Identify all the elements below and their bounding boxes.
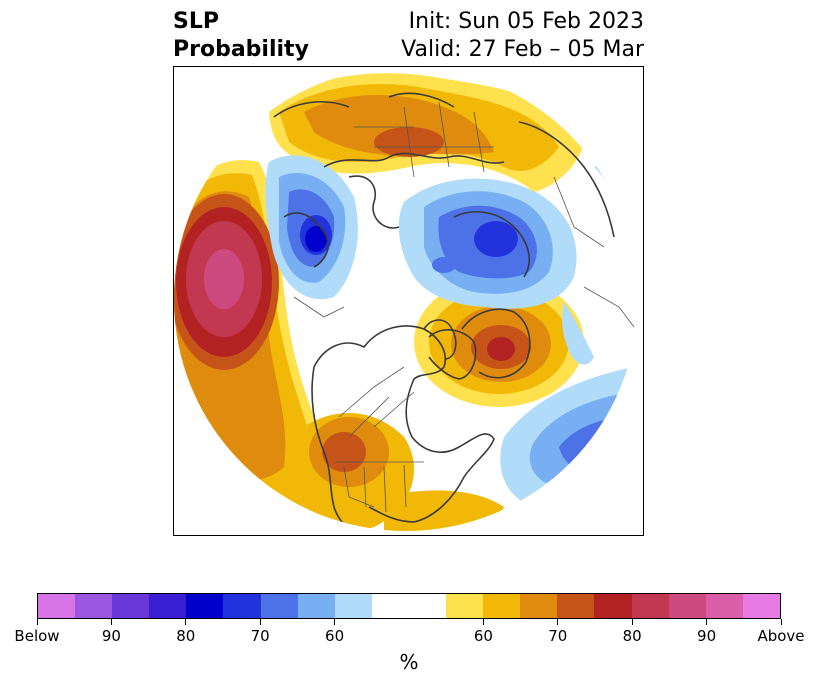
colorbar-swatch	[223, 594, 261, 618]
colorbar-tick-label: 80	[622, 627, 642, 645]
country-borders	[293, 101, 635, 513]
colorbar-tick	[780, 619, 782, 625]
colorbar-swatch	[408, 594, 447, 618]
title-line-2: Probability	[173, 37, 309, 62]
valid-date-range: Valid: 27 Feb – 05 Mar	[401, 37, 644, 62]
forecast-dates: Init: Sun 05 Feb 2023 Valid: 27 Feb – 05…	[401, 8, 644, 64]
colorbar	[37, 593, 781, 619]
colorbar-swatch	[520, 594, 558, 618]
colorbar-tick-label: 90	[101, 627, 121, 645]
colorbar-swatch	[594, 594, 632, 618]
colorbar-tick-label: Below	[14, 627, 60, 645]
colorbar-swatch	[742, 594, 780, 618]
colorbar-tick-label: 70	[250, 627, 270, 645]
colorbar-tick	[631, 619, 633, 625]
colorbar-tick	[557, 619, 559, 625]
colorbar-tick	[334, 619, 336, 625]
title-line-1: SLP	[173, 9, 219, 34]
colorbar-tick-label: 80	[176, 627, 196, 645]
colorbar-tick	[36, 619, 38, 625]
colorbar-tick-label: 60	[325, 627, 345, 645]
colorbar-swatch	[149, 594, 187, 618]
colorbar-tick	[110, 619, 112, 625]
colorbar-swatch	[75, 594, 113, 618]
colorbar-swatch	[446, 594, 484, 618]
colorbar-tick	[482, 619, 484, 625]
colorbar-swatch	[38, 594, 76, 618]
colorbar-swatch	[631, 594, 669, 618]
colorbar-swatch	[557, 594, 595, 618]
colorbar-swatch	[334, 594, 372, 618]
colorbar-swatch	[483, 594, 521, 618]
probability-map	[173, 66, 644, 536]
colorbar-tick	[185, 619, 187, 625]
colorbar-swatch	[705, 594, 743, 618]
colorbar-tick-label: 60	[473, 627, 493, 645]
init-date: Init: Sun 05 Feb 2023	[408, 9, 644, 34]
colorbar-tick-label: 90	[697, 627, 717, 645]
colorbar-swatch	[371, 594, 409, 618]
map-title: SLP Probability	[173, 8, 309, 64]
colorbar-tick-label: Above	[757, 627, 805, 645]
colorbar-swatch	[112, 594, 150, 618]
colorbar-swatch	[186, 594, 224, 618]
colorbar-tick-label: 70	[548, 627, 568, 645]
colorbar-swatch	[260, 594, 298, 618]
colorbar-units-label: %	[399, 650, 419, 674]
colorbar-swatch	[668, 594, 706, 618]
colorbar-swatch	[297, 594, 335, 618]
probability-shading	[174, 67, 638, 531]
colorbar-tick	[259, 619, 261, 625]
colorbar-tick	[706, 619, 708, 625]
